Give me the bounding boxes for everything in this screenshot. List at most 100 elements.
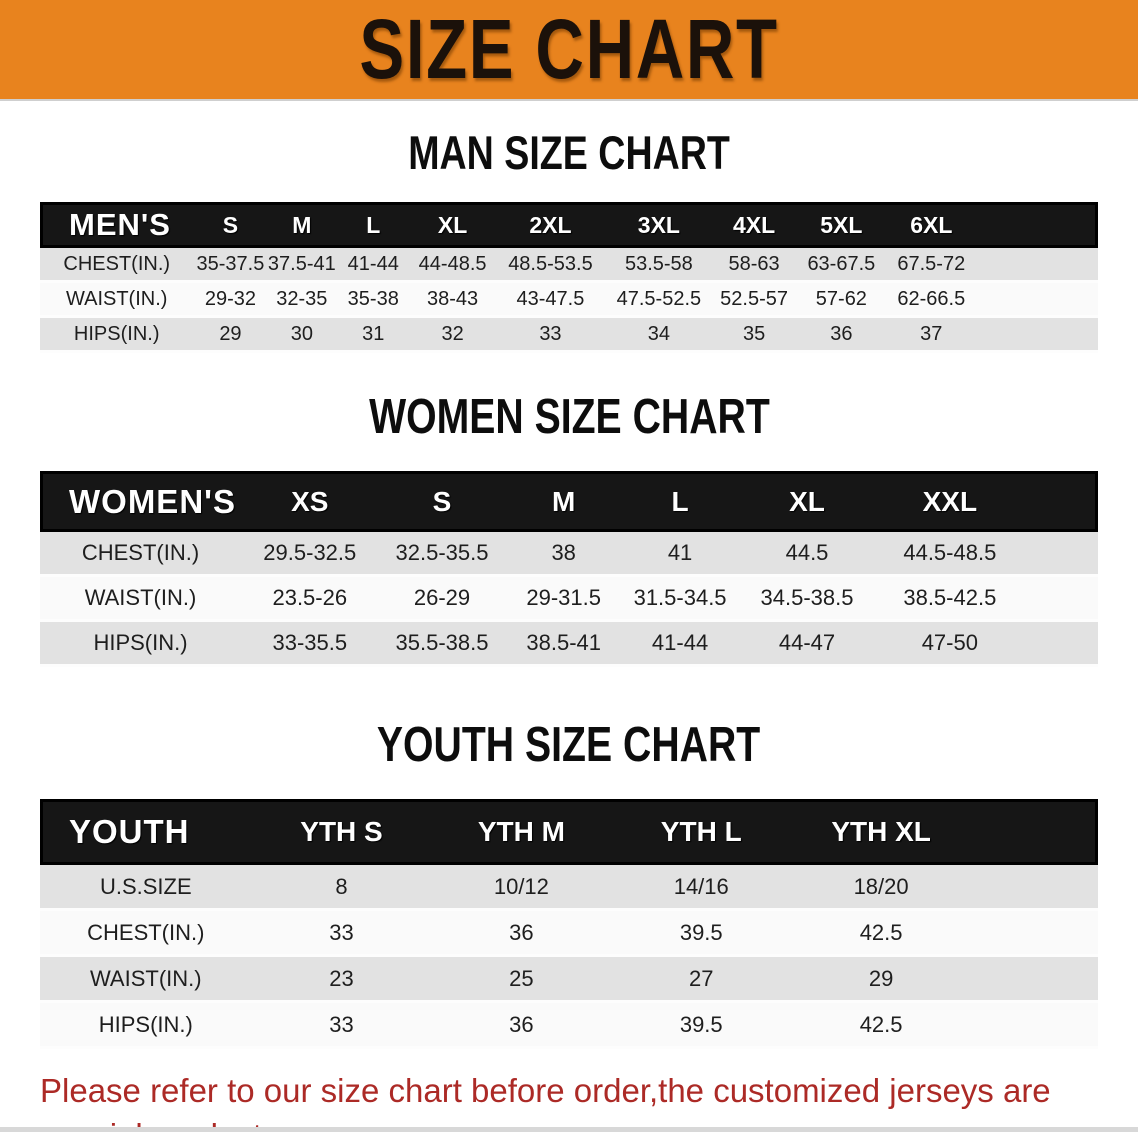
table-row: WAIST(IN.) 23 25 27 29 bbox=[40, 957, 1098, 1003]
women-cell: 33-35.5 bbox=[241, 622, 379, 667]
men-cell: 30 bbox=[267, 318, 337, 353]
men-size-col: 4XL bbox=[711, 202, 797, 248]
men-cell: 43-47.5 bbox=[494, 283, 606, 318]
youth-cell: 36 bbox=[431, 911, 612, 957]
table-row: WAIST(IN.) 23.5-26 26-29 29-31.5 31.5-34… bbox=[40, 577, 1098, 622]
women-group-label: WOMEN'S bbox=[40, 471, 242, 532]
men-cell: 29-32 bbox=[193, 283, 268, 318]
youth-size-table: YOUTH YTH S YTH M YTH L YTH XL U.S.SIZE … bbox=[40, 799, 1098, 1049]
women-row-label: CHEST(IN.) bbox=[40, 532, 242, 577]
youth-cell: 10/12 bbox=[431, 865, 612, 911]
men-cell: 57-62 bbox=[796, 283, 887, 318]
youth-cell: 42.5 bbox=[791, 911, 972, 957]
men-group-label: MEN'S bbox=[40, 202, 194, 248]
men-cell: 58-63 bbox=[711, 248, 797, 283]
youth-size-col: YTH L bbox=[611, 799, 792, 865]
women-size-col: XXL bbox=[875, 471, 1024, 532]
women-cell: 44-47 bbox=[738, 622, 876, 667]
men-cell: 34 bbox=[605, 318, 712, 353]
table-row: HIPS(IN.) 33 36 39.5 42.5 bbox=[40, 1003, 1098, 1049]
women-section-heading: WOMEN SIZE CHART bbox=[0, 389, 1138, 445]
women-cell: 44.5-48.5 bbox=[875, 532, 1024, 577]
youth-cell: 39.5 bbox=[611, 911, 792, 957]
youth-cell: 14/16 bbox=[611, 865, 792, 911]
youth-cell: 23 bbox=[251, 957, 432, 1003]
youth-section-heading-text: YOUTH SIZE CHART bbox=[377, 718, 761, 772]
youth-cell: 29 bbox=[791, 957, 972, 1003]
women-cell: 23.5-26 bbox=[241, 577, 379, 622]
women-cell: 44.5 bbox=[738, 532, 876, 577]
table-row: WAIST(IN.) 29-32 32-35 35-38 38-43 43-47… bbox=[40, 283, 1098, 318]
youth-cell: 8 bbox=[251, 865, 432, 911]
women-cell: 31.5-34.5 bbox=[621, 577, 739, 622]
women-cell: 38 bbox=[505, 532, 622, 577]
men-cell: 62-66.5 bbox=[886, 283, 977, 318]
table-row: CHEST(IN.) 29.5-32.5 32.5-35.5 38 41 44.… bbox=[40, 532, 1098, 577]
man-section-heading: MAN SIZE CHART bbox=[0, 125, 1138, 180]
youth-header-row: YOUTH YTH S YTH M YTH L YTH XL bbox=[40, 799, 1098, 865]
men-cell: 36 bbox=[796, 318, 887, 353]
men-cell: 67.5-72 bbox=[886, 248, 977, 283]
men-cell: 35-38 bbox=[336, 283, 411, 318]
men-cell: 47.5-52.5 bbox=[605, 283, 712, 318]
women-size-col: M bbox=[505, 471, 622, 532]
women-size-col: L bbox=[621, 471, 739, 532]
women-row-label: HIPS(IN.) bbox=[40, 622, 242, 667]
men-size-col: S bbox=[193, 202, 268, 248]
women-cell: 41-44 bbox=[621, 622, 739, 667]
men-cell: 41-44 bbox=[336, 248, 411, 283]
men-row-label: WAIST(IN.) bbox=[40, 283, 194, 318]
men-size-col: 2XL bbox=[494, 202, 606, 248]
youth-section-heading: YOUTH SIZE CHART bbox=[0, 717, 1138, 773]
women-row-label: WAIST(IN.) bbox=[40, 577, 242, 622]
youth-cell-filler bbox=[971, 911, 1098, 957]
banner: SIZE CHART bbox=[0, 0, 1138, 101]
women-cell: 29.5-32.5 bbox=[241, 532, 379, 577]
women-header-filler bbox=[1023, 471, 1098, 532]
men-size-col: 5XL bbox=[796, 202, 887, 248]
men-header-row: MEN'S S M L XL 2XL 3XL 4XL 5XL 6XL bbox=[40, 202, 1098, 248]
man-section-heading-text: MAN SIZE CHART bbox=[408, 126, 730, 179]
women-cell: 29-31.5 bbox=[505, 577, 622, 622]
men-cell: 53.5-58 bbox=[605, 248, 712, 283]
men-size-col: M bbox=[267, 202, 337, 248]
youth-cell: 18/20 bbox=[791, 865, 972, 911]
youth-cell: 33 bbox=[251, 911, 432, 957]
men-cell: 32 bbox=[410, 318, 495, 353]
men-size-col: L bbox=[336, 202, 411, 248]
women-cell-filler bbox=[1023, 622, 1098, 667]
women-cell: 47-50 bbox=[875, 622, 1024, 667]
men-size-table: MEN'S S M L XL 2XL 3XL 4XL 5XL 6XL CHEST… bbox=[40, 202, 1098, 353]
men-cell: 63-67.5 bbox=[796, 248, 887, 283]
men-cell-filler bbox=[976, 248, 1098, 283]
youth-cell-filler bbox=[971, 957, 1098, 1003]
youth-row-label: U.S.SIZE bbox=[40, 865, 252, 911]
men-cell: 44-48.5 bbox=[410, 248, 495, 283]
women-size-col: XL bbox=[738, 471, 876, 532]
women-size-col: S bbox=[378, 471, 506, 532]
women-size-table: WOMEN'S XS S M L XL XXL CHEST(IN.) 29.5-… bbox=[40, 471, 1098, 667]
page-title: SIZE CHART bbox=[359, 2, 779, 96]
table-row: CHEST(IN.) 33 36 39.5 42.5 bbox=[40, 911, 1098, 957]
men-size-col: 3XL bbox=[605, 202, 712, 248]
men-row-label: CHEST(IN.) bbox=[40, 248, 194, 283]
men-size-col: XL bbox=[410, 202, 495, 248]
youth-size-col: YTH M bbox=[431, 799, 612, 865]
women-header-row: WOMEN'S XS S M L XL XXL bbox=[40, 471, 1098, 532]
youth-cell: 36 bbox=[431, 1003, 612, 1049]
women-cell: 34.5-38.5 bbox=[738, 577, 876, 622]
men-size-col: 6XL bbox=[886, 202, 977, 248]
youth-row-label: WAIST(IN.) bbox=[40, 957, 252, 1003]
women-cell: 32.5-35.5 bbox=[378, 532, 506, 577]
table-row: U.S.SIZE 8 10/12 14/16 18/20 bbox=[40, 865, 1098, 911]
women-cell: 38.5-41 bbox=[505, 622, 622, 667]
men-cell: 48.5-53.5 bbox=[494, 248, 606, 283]
youth-row-label: HIPS(IN.) bbox=[40, 1003, 252, 1049]
youth-cell-filler bbox=[971, 1003, 1098, 1049]
youth-cell: 39.5 bbox=[611, 1003, 792, 1049]
disclaimer-text: Please refer to our size chart before or… bbox=[40, 1069, 1138, 1132]
table-row: HIPS(IN.) 33-35.5 35.5-38.5 38.5-41 41-4… bbox=[40, 622, 1098, 667]
men-cell-filler bbox=[976, 318, 1098, 353]
men-cell: 29 bbox=[193, 318, 268, 353]
women-cell-filler bbox=[1023, 532, 1098, 577]
